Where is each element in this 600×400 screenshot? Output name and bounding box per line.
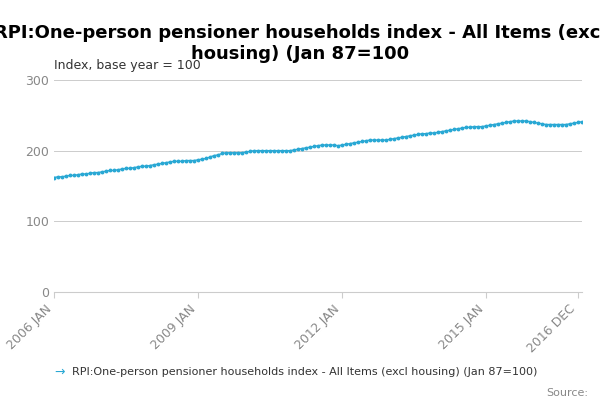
RPI:One-person pensioner households index - All Items (excl housing) (Jan 87=100) <box>511 118 518 123</box>
Text: Index, base year = 100: Index, base year = 100 <box>54 59 201 72</box>
Line: RPI:One-person pensioner households index - All Items (excl housing) (Jan 87=100): RPI:One-person pensioner households inde… <box>53 120 583 179</box>
RPI:One-person pensioner households index - All Items (excl housing) (Jan 87=100) <box>398 135 406 140</box>
Text: Source:: Source: <box>546 388 588 398</box>
Text: RPI:One-person pensioner households index - All Items (excl housing) (Jan 87=100: RPI:One-person pensioner households inde… <box>72 367 538 377</box>
Text: →: → <box>54 366 65 378</box>
Text: RPI:One-person pensioner households index - All Items (excl
housing) (Jan 87=100: RPI:One-person pensioner households inde… <box>0 24 600 63</box>
RPI:One-person pensioner households index - All Items (excl housing) (Jan 87=100) <box>550 122 557 127</box>
RPI:One-person pensioner households index - All Items (excl housing) (Jan 87=100) <box>562 122 569 127</box>
RPI:One-person pensioner households index - All Items (excl housing) (Jan 87=100) <box>415 132 422 137</box>
RPI:One-person pensioner households index - All Items (excl housing) (Jan 87=100) <box>50 175 58 180</box>
RPI:One-person pensioner households index - All Items (excl housing) (Jan 87=100) <box>578 119 586 124</box>
RPI:One-person pensioner households index - All Items (excl housing) (Jan 87=100) <box>382 138 389 142</box>
RPI:One-person pensioner households index - All Items (excl housing) (Jan 87=100) <box>86 171 94 176</box>
